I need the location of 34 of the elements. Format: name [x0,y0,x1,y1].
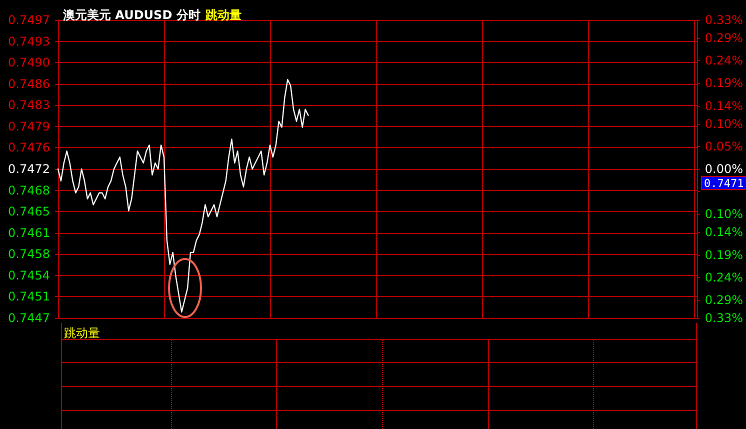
y-tick-label: 0.7454 [8,268,50,282]
text: 跳动量 [64,325,100,342]
y-tick-label: 0.7458 [8,247,50,262]
y2-tick-label: 0.29% [704,31,744,46]
y-tick-label: 0.7479 [8,119,50,134]
y-tick-label: 0.7461 [8,226,50,240]
y-tick-label: 0.7486 [8,76,50,91]
y2-tick-label: 0.24% [704,54,744,68]
text: 0.7471 [704,177,744,190]
y-tick-label: 0.7497 [8,13,50,27]
y2-tick-label: 0.14% [704,225,744,240]
y-tick-label: 0.7468 [8,183,50,198]
y-tick-label: 0.7490 [8,56,50,70]
y-tick-label: 0.7465 [8,204,50,219]
y-tick-label: 0.7483 [8,98,50,112]
line-series [57,79,309,313]
y2-tick-label: 0.10% [704,207,744,222]
y-tick-label: 0.7472 [8,162,50,176]
y2-tick-label: 0.19% [704,248,744,262]
y2-tick-label: 0.33% [704,311,744,325]
y2-tick-label: 0.05% [704,139,744,154]
y-tick-label: 0.7451 [8,290,50,304]
chart-subtitle: 跳动量 [204,8,242,22]
y-tick-label: 0.7493 [8,34,50,48]
y-tick-label: 0.7447 [8,311,50,325]
y2-tick-label: 0.24% [704,270,744,284]
y2-tick-label: 0.14% [704,98,744,113]
y2-tick-label: 0.33% [704,13,744,27]
y2-tick-label: 0.00% [704,162,744,176]
chart-title: 澳元美元 AUDUSD 分时 [62,8,200,22]
y2-tick-label: 0.10% [704,116,744,131]
y2-tick-label: 0.19% [704,76,744,90]
y-tick-label: 0.7476 [8,140,50,155]
y2-tick-label: 0.29% [704,292,744,307]
